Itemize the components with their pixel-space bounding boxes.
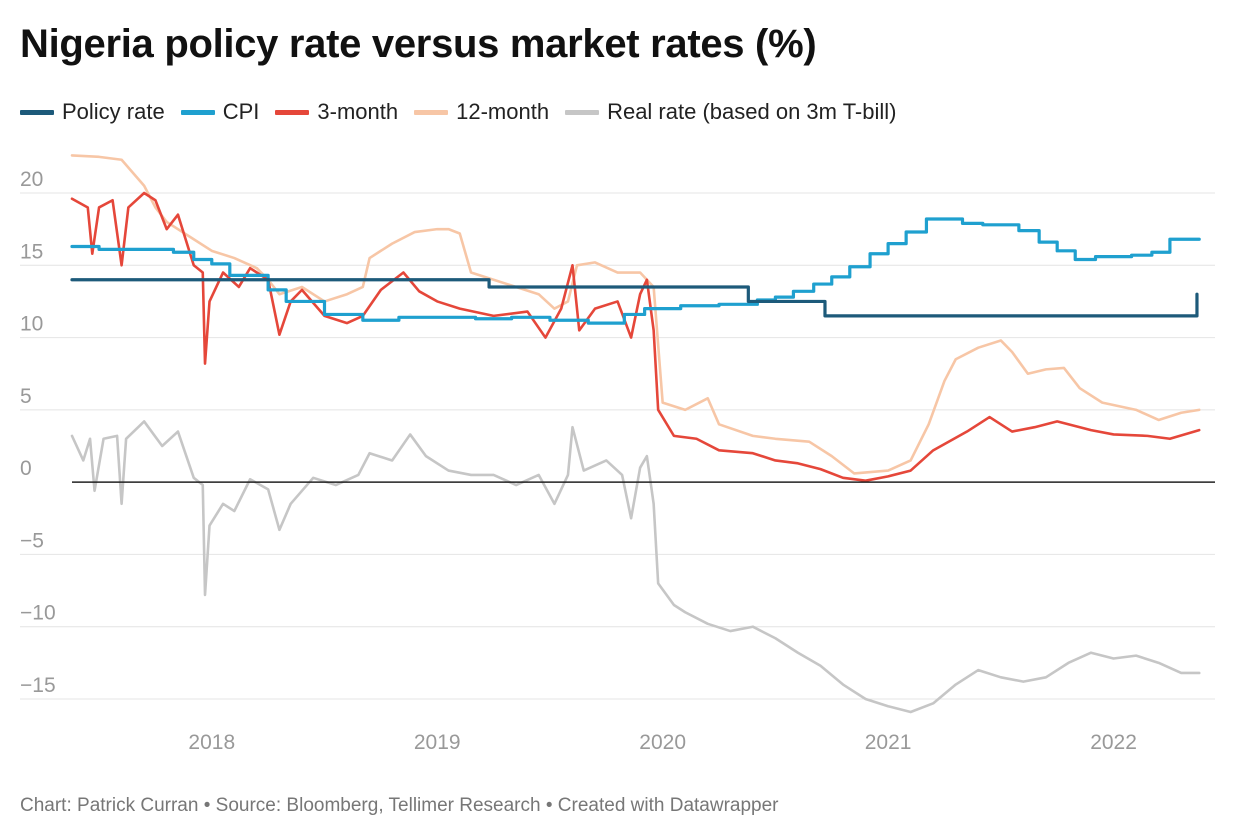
separator: •: [203, 795, 211, 816]
legend-swatch: [565, 109, 600, 115]
legend-label: 3-month: [317, 99, 399, 124]
legend-swatch: [20, 109, 54, 115]
source-credit: Source: Bloomberg, Tellimer Research: [215, 795, 541, 816]
legend-item-policy-rate: Policy rate: [20, 99, 165, 125]
legend-label: 12-month: [456, 99, 550, 124]
x-tick-label: 2019: [414, 731, 461, 754]
legend-item-12-month: 12-month: [414, 99, 549, 125]
y-tick-label: 15: [20, 240, 43, 263]
x-tick-label: 2020: [639, 731, 686, 754]
series-line-3-month: [70, 191, 1201, 482]
y-tick-label: 10: [20, 313, 43, 336]
chart-title: Nigeria policy rate versus market rates …: [20, 22, 817, 66]
legend: Policy rate CPI 3-month 12-month Real ra…: [20, 99, 912, 125]
legend-swatch: [414, 109, 449, 115]
legend-label: Policy rate: [62, 99, 165, 124]
y-tick-label: −10: [20, 602, 56, 625]
series-line-cpi: [70, 217, 1201, 325]
y-tick-label: 0: [20, 457, 32, 480]
y-tick-label: 20: [20, 168, 43, 191]
legend-label: Real rate (based on 3m T-bill): [607, 99, 897, 124]
legend-item-cpi: CPI: [180, 99, 260, 125]
y-tick-label: −15: [20, 674, 56, 697]
chart-credit: Chart: Patrick Curran: [20, 795, 199, 816]
series-line-policy-rate: [70, 278, 1199, 318]
legend-swatch: [180, 109, 215, 115]
legend-item-real-rate: Real rate (based on 3m T-bill): [565, 99, 896, 125]
x-tick-label: 2018: [188, 731, 235, 754]
y-tick-label: 5: [20, 385, 32, 408]
legend-swatch: [275, 109, 310, 115]
separator: •: [545, 795, 553, 816]
footer-credits: Chart: Patrick Curran • Source: Bloomber…: [20, 795, 779, 817]
legend-label: CPI: [222, 99, 260, 124]
series-line-real-rate-based-on-3m-t-bill: [70, 420, 1201, 714]
created-with: Created with Datawrapper: [557, 795, 779, 816]
x-tick-label: 2022: [1090, 731, 1137, 754]
y-tick-label: −5: [20, 529, 44, 552]
x-tick-label: 2021: [865, 731, 912, 754]
legend-item-3-month: 3-month: [275, 99, 398, 125]
